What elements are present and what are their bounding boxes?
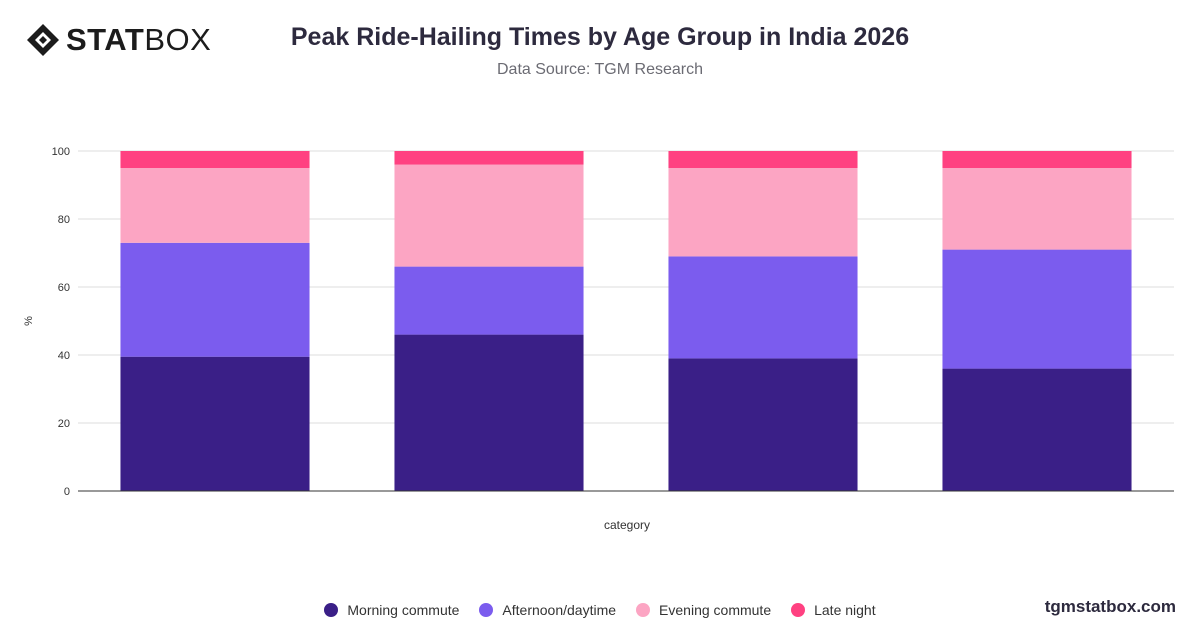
legend-item: Morning commute — [324, 602, 459, 618]
site-footer: tgmstatbox.com — [1044, 597, 1176, 616]
y-tick-label: 20 — [58, 418, 70, 430]
x-axis-label: category — [604, 518, 650, 532]
logo-text-bold: STAT — [66, 22, 145, 57]
bar-segment-late-night — [394, 151, 584, 165]
bar-segment-morning-commute — [120, 356, 310, 491]
bar-segment-evening-commute — [120, 168, 310, 243]
bar-segment-late-night — [668, 151, 858, 168]
legend-swatch — [324, 603, 339, 617]
bar-segment-late-night — [120, 151, 310, 168]
y-axis-label: % — [23, 316, 35, 326]
legend-label: Afternoon/daytime — [502, 602, 617, 618]
bar-segment-afternoon-daytime — [942, 249, 1132, 369]
legend-item: Evening commute — [636, 602, 771, 618]
bar-segment-evening-commute — [394, 164, 584, 267]
bar-segment-afternoon-daytime — [668, 256, 858, 359]
statbox-logo: STATBOX — [26, 22, 211, 58]
legend-label: Late night — [814, 602, 876, 618]
bar-segment-afternoon-daytime — [394, 266, 584, 335]
legend-item: Afternoon/daytime — [479, 602, 616, 618]
bar-segment-morning-commute — [942, 368, 1132, 491]
bar-segment-evening-commute — [942, 168, 1132, 250]
y-tick-label: 0 — [64, 486, 70, 498]
bar-segment-evening-commute — [668, 168, 858, 257]
legend-swatch — [791, 603, 806, 617]
legend-item: Late night — [791, 602, 876, 618]
diamond-logo-icon — [27, 24, 59, 56]
bar-segment-morning-commute — [394, 334, 584, 491]
y-tick-label: 40 — [58, 350, 70, 362]
logo-text-light: BOX — [144, 22, 212, 57]
legend-swatch — [636, 603, 651, 617]
bar-segment-late-night — [942, 151, 1132, 168]
chart-subtitle: Data Source: TGM Research — [496, 61, 703, 78]
bar-segment-afternoon-daytime — [120, 242, 310, 357]
legend-label: Evening commute — [659, 602, 772, 618]
logo-text: STATBOX — [66, 22, 211, 58]
y-tick-label: 100 — [52, 146, 70, 158]
legend-label: Morning commute — [347, 602, 460, 618]
bar-segment-morning-commute — [668, 358, 858, 491]
y-tick-label: 80 — [58, 214, 70, 226]
y-tick-label: 60 — [58, 282, 70, 294]
legend-swatch — [479, 603, 494, 617]
chart-title: Peak Ride-Hailing Times by Age Group in … — [290, 23, 910, 51]
chart-legend: Morning commute Afternoon/daytime Evening … — [0, 602, 1200, 618]
